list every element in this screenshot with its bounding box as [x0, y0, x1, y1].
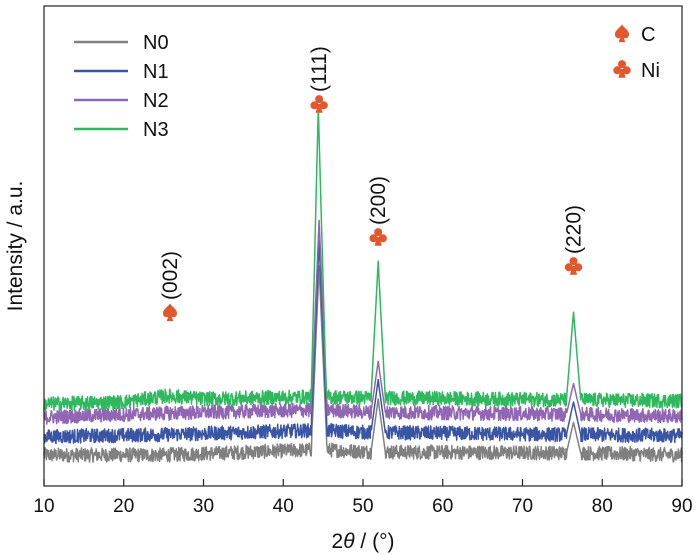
x-tick-label: 50	[352, 496, 373, 517]
phase-legend-label-ni: Ni	[641, 60, 660, 82]
legend-label-n1: N1	[143, 61, 169, 83]
x-tick-label: 30	[193, 496, 214, 517]
x-tick-label: 70	[512, 496, 533, 517]
x-tick-label: 10	[33, 496, 54, 517]
x-axis-title: 2θ / (°)	[332, 530, 395, 553]
peak-marker-ni-icon	[369, 228, 387, 246]
x-tick-label: 40	[273, 496, 294, 517]
peak-marker-ni-icon	[310, 95, 328, 113]
peak-label: (220)	[563, 205, 586, 254]
peak-label: (002)	[159, 251, 182, 300]
legend-label-n3: N3	[143, 119, 169, 141]
peak-marker-ni-icon	[564, 257, 583, 275]
series-line-n2	[43, 219, 683, 425]
series-line-n0	[43, 265, 683, 463]
x-tick-label: 90	[671, 496, 692, 517]
legend-label-n0: N0	[143, 32, 169, 54]
x-tick-label: 60	[432, 496, 453, 517]
phase-legend-c-icon	[614, 24, 630, 43]
legend-label-n2: N2	[143, 90, 169, 112]
series-line-n3	[43, 107, 683, 412]
peak-marker-c-icon	[162, 303, 178, 322]
x-tick-label: 80	[592, 496, 613, 517]
peak-label: (111)	[308, 46, 331, 92]
x-tick-label: 20	[113, 496, 134, 517]
phase-legend-label-c: C	[641, 24, 655, 46]
peak-label: (200)	[367, 176, 390, 225]
phase-legend-ni-icon	[613, 60, 631, 78]
series-line-n1	[43, 240, 683, 445]
y-axis-title: Intensity / a.u.	[4, 181, 27, 312]
